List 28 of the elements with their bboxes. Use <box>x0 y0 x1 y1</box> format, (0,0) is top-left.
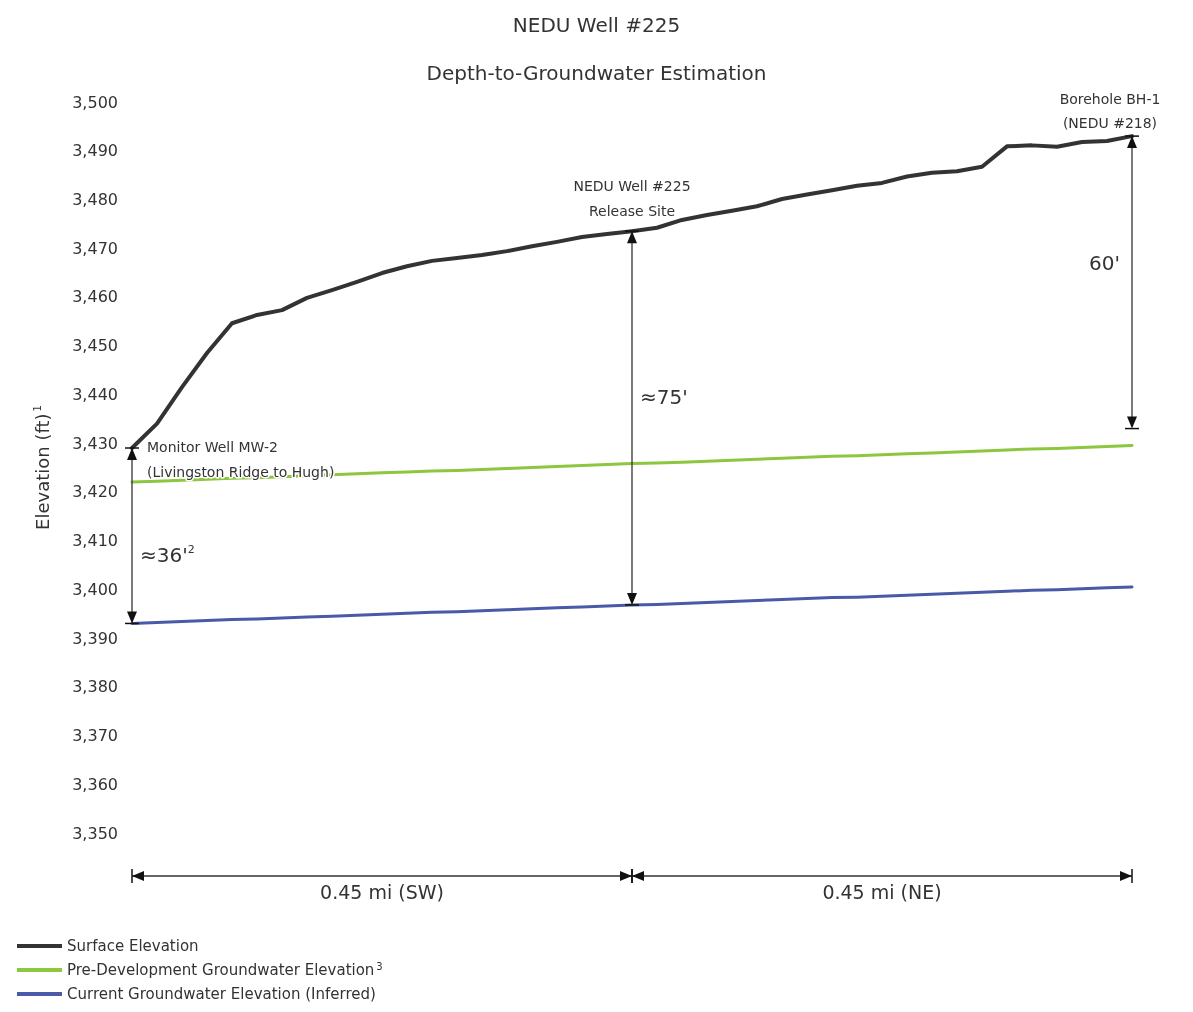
y-tick-label: 3,350 <box>72 823 118 843</box>
legend-label: Current Groundwater Elevation (Inferred) <box>67 985 376 1003</box>
y-axis-title: Elevation (ft)1 <box>31 405 53 530</box>
y-tick-label: 3,410 <box>72 531 118 551</box>
chart-subtitle: Depth-to-Groundwater Estimation <box>426 61 767 85</box>
y-tick-label: 3,380 <box>72 677 118 697</box>
y-tick-label: 3,470 <box>72 238 118 258</box>
annotation: ≈36'$^{2}$ <box>140 542 195 567</box>
annotation: ≈75' <box>640 384 688 409</box>
text: 0.45 mi (NE) <box>822 880 942 903</box>
text: 0.45 mi (SW) <box>320 880 444 903</box>
y-tick-label: 3,440 <box>72 384 118 404</box>
legend-label: Surface Elevation <box>67 937 199 955</box>
y-tick-label: 3,360 <box>72 774 118 794</box>
y-tick-label: 3,450 <box>72 336 118 356</box>
annotation: 60' <box>1089 250 1120 275</box>
y-tick-label: 3,420 <box>72 482 118 502</box>
y-tick-label: 3,370 <box>72 726 118 746</box>
annotation: NEDU Well #225 Release Site <box>573 178 691 220</box>
y-tick-label: 3,430 <box>72 433 118 453</box>
y-tick-label: 3,500 <box>72 92 118 112</box>
annotation: Borehole BH-1 (NEDU #218) <box>1059 91 1161 132</box>
y-tick-label: 3,480 <box>72 189 118 209</box>
y-tick-label: 3,460 <box>72 287 118 307</box>
y-tick-label: 3,400 <box>72 579 118 599</box>
y-tick-label: 3,390 <box>72 628 118 648</box>
chart-title: NEDU Well #225 <box>512 13 681 37</box>
y-tick-label: 3,490 <box>72 141 118 161</box>
